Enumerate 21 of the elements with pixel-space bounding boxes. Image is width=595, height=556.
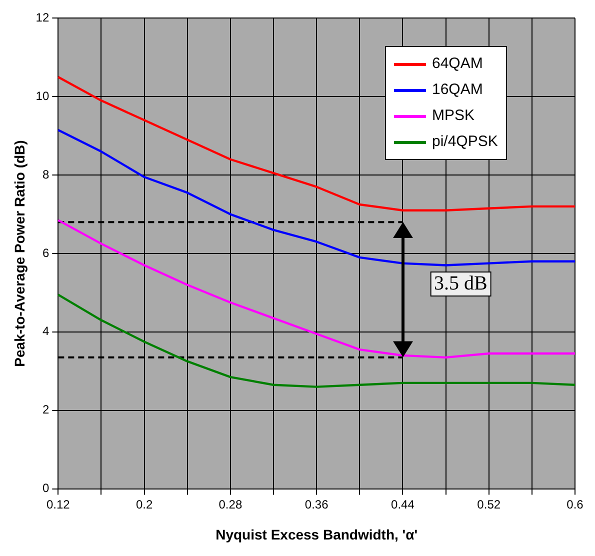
x-tick-label: 0.36 [304, 497, 329, 512]
x-tick-label: 0.44 [391, 497, 415, 512]
y-tick-label: 10 [36, 88, 50, 103]
y-tick-label: 6 [42, 246, 50, 260]
y-tick-label: 2 [42, 402, 50, 417]
x-tick-label: 0.6 [566, 497, 584, 512]
x-tick-label: 0.2 [136, 497, 153, 512]
legend-label: pi/4QPSK [432, 132, 498, 152]
legend-label: 64QAM [432, 54, 483, 74]
x-axis-title: Nyquist Excess Bandwidth, 'α' [216, 526, 418, 542]
x-tick-label: 0.28 [218, 497, 242, 512]
legend-label: MPSK [432, 106, 475, 126]
annotation: 3.5 dB [430, 271, 492, 296]
x-tick-label: 0.12 [46, 497, 70, 512]
y-axis-title: Peak-to-Average Power Ratio (dB) [11, 140, 28, 367]
y-tick-label: 4 [42, 324, 50, 338]
y-tick-label: 12 [36, 10, 50, 25]
y-tick-label: 0 [42, 481, 50, 496]
x-tick-label: 0.52 [477, 497, 501, 512]
y-tick-label: 8 [42, 167, 50, 182]
legend-label: 16QAM [432, 80, 483, 100]
